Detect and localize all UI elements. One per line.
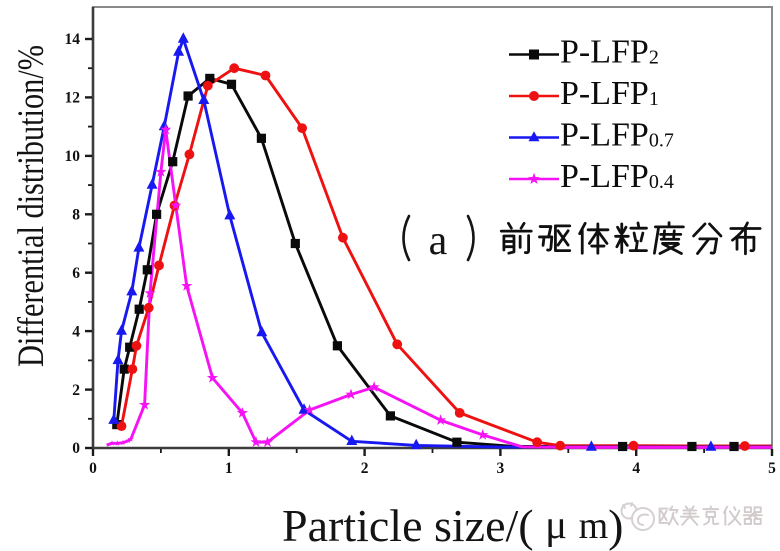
svg-text:2: 2 <box>361 460 369 477</box>
svg-text:0: 0 <box>72 440 80 457</box>
svg-text:a: a <box>429 218 448 264</box>
svg-text:P-LFP2: P-LFP2 <box>560 34 659 71</box>
svg-text:Differential distribution/%: Differential distribution/% <box>11 45 52 367</box>
svg-text:4: 4 <box>632 460 640 477</box>
svg-text:Particle size/( μ m): Particle size/( μ m) <box>282 497 623 551</box>
svg-text:1: 1 <box>225 460 233 477</box>
svg-text:3: 3 <box>497 460 505 477</box>
svg-text:4: 4 <box>72 323 80 340</box>
svg-text:0: 0 <box>89 460 97 477</box>
svg-text:5: 5 <box>768 460 776 477</box>
svg-text:8: 8 <box>72 207 80 224</box>
svg-text:12: 12 <box>65 90 81 107</box>
svg-text:P-LFP1: P-LFP1 <box>560 75 659 112</box>
svg-text:14: 14 <box>65 31 81 48</box>
svg-text:2: 2 <box>72 382 80 399</box>
svg-text:6: 6 <box>72 265 80 282</box>
svg-text:10: 10 <box>65 148 81 165</box>
